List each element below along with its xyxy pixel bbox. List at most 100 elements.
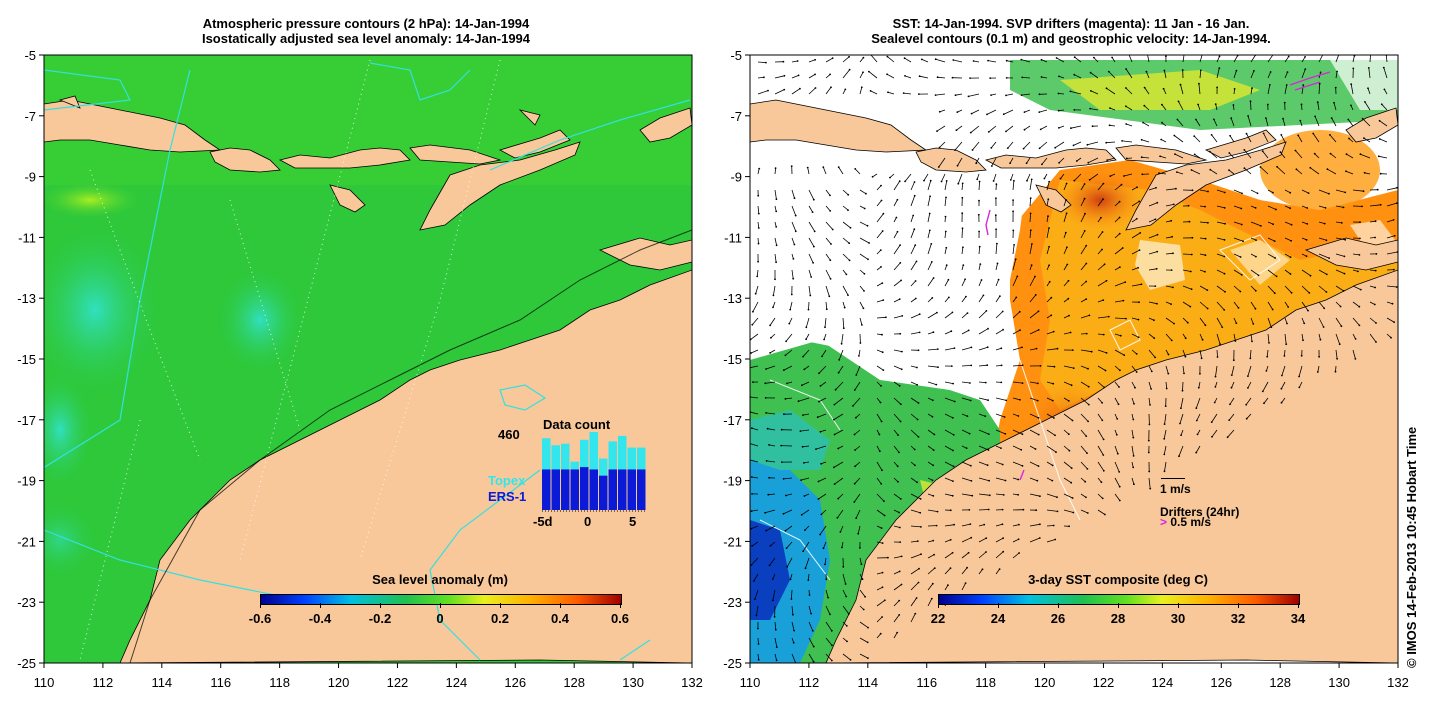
velocity-arrow xyxy=(1335,237,1346,241)
velocity-arrow xyxy=(944,461,954,467)
velocity-arrow xyxy=(842,573,846,585)
velocity-arrow-head xyxy=(1037,310,1040,313)
velocity-arrow-head xyxy=(1025,162,1028,165)
velocity-arrow xyxy=(751,317,759,325)
left-map-content xyxy=(44,55,692,663)
velocity-arrow xyxy=(1195,397,1201,409)
velocity-arrow xyxy=(876,200,882,207)
velocity-arrow xyxy=(791,60,798,63)
velocity-arrow xyxy=(975,157,980,164)
velocity-arrow-head xyxy=(899,403,902,406)
velocity-arrow-head xyxy=(1354,358,1357,360)
velocity-arrow-head xyxy=(1197,386,1200,389)
velocity-arrow-head xyxy=(1316,371,1319,373)
velocity-arrow xyxy=(887,91,895,95)
velocity-arrow-head xyxy=(1279,151,1282,154)
velocity-arrow-head xyxy=(1216,86,1218,89)
velocity-arrow xyxy=(968,93,980,97)
velocity-arrow-head xyxy=(988,494,991,497)
velocity-arrow-head xyxy=(817,480,820,483)
velocity-arrow-head xyxy=(899,332,902,335)
velocity-arrow-head xyxy=(754,598,756,601)
velocity-arrow xyxy=(1131,413,1134,420)
velocity-arrow xyxy=(770,333,776,339)
velocity-arrow-head xyxy=(879,401,882,404)
velocity-arrow xyxy=(1114,461,1120,473)
velocity-arrow-head xyxy=(1274,257,1276,259)
velocity-arrow xyxy=(927,598,933,607)
velocity-arrow xyxy=(1367,88,1371,95)
velocity-arrow-head xyxy=(844,88,847,91)
velocity-arrow-head xyxy=(918,93,920,95)
velocity-arrow-head xyxy=(932,539,935,542)
velocity-arrow-head xyxy=(986,364,989,367)
velocity-arrow-head xyxy=(920,58,923,61)
velocity-arrow-head xyxy=(1289,273,1292,275)
velocity-arrow xyxy=(910,280,916,287)
velocity-arrow-head xyxy=(952,433,955,436)
velocity-arrow-head xyxy=(1170,219,1173,222)
velocity-arrow-head xyxy=(1058,127,1060,129)
velocity-arrow xyxy=(1211,134,1218,143)
velocity-arrow-head xyxy=(1282,117,1284,120)
velocity-arrow-head xyxy=(1263,402,1265,405)
velocity-arrow xyxy=(961,228,963,239)
velocity-arrow xyxy=(808,87,816,95)
velocity-arrow xyxy=(1148,187,1157,191)
velocity-arrow xyxy=(961,523,971,527)
velocity-arrow-head xyxy=(899,244,901,247)
velocity-arrow xyxy=(1386,317,1395,323)
velocity-arrow xyxy=(961,493,973,497)
velocity-arrow-head xyxy=(848,242,851,245)
velocity-arrow xyxy=(1260,166,1269,175)
velocity-arrow xyxy=(1250,189,1258,194)
velocity-arrow-head xyxy=(1103,386,1106,389)
velocity-arrow xyxy=(801,509,810,516)
velocity-arrow-head xyxy=(849,226,852,229)
velocity-arrow xyxy=(1058,93,1065,95)
velocity-arrow-head xyxy=(919,511,922,514)
velocity-arrow xyxy=(1046,331,1054,335)
velocity-arrow xyxy=(772,573,776,580)
velocity-arrow-head xyxy=(1193,153,1196,156)
velocity-arrow xyxy=(1243,149,1252,159)
velocity-arrow xyxy=(876,365,884,371)
velocity-arrow-head xyxy=(807,579,810,581)
velocity-arrow-head xyxy=(1084,212,1086,215)
velocity-arrow xyxy=(859,237,870,244)
velocity-arrow-head xyxy=(1156,250,1159,253)
velocity-arrow-head xyxy=(784,529,787,532)
velocity-arrow xyxy=(1029,310,1039,319)
velocity-arrow-head xyxy=(1038,93,1041,96)
velocity-arrow-head xyxy=(1256,192,1259,195)
velocity-arrow-head xyxy=(1085,244,1088,247)
velocity-arrow-head xyxy=(1050,314,1053,317)
velocity-arrow-head xyxy=(1156,233,1159,236)
velocity-arrow-head xyxy=(1199,372,1201,375)
velocity-arrow-head xyxy=(786,565,789,568)
velocity-arrow xyxy=(893,262,901,271)
velocity-arrow-head xyxy=(1083,183,1086,185)
velocity-arrow xyxy=(995,295,1001,303)
velocity-arrow xyxy=(1229,397,1235,405)
velocity-arrow-head xyxy=(1073,56,1076,59)
velocity-arrow-head xyxy=(985,551,987,553)
velocity-arrow-head xyxy=(1275,208,1277,211)
velocity-arrow-head xyxy=(1251,87,1253,90)
velocity-arrow xyxy=(1352,55,1355,63)
velocity-arrow xyxy=(1364,172,1371,175)
velocity-arrow-head xyxy=(935,524,938,527)
velocity-arrow xyxy=(859,653,869,659)
velocity-arrow xyxy=(1012,381,1023,384)
velocity-arrow-head xyxy=(1004,479,1007,482)
velocity-arrow-head xyxy=(1285,343,1288,346)
velocity-arrow-head xyxy=(768,444,770,446)
velocity-arrow-head xyxy=(847,294,849,296)
velocity-arrow-head xyxy=(1239,256,1242,258)
velocity-arrow-head xyxy=(829,278,832,280)
velocity-arrow xyxy=(1335,349,1338,359)
velocity-arrow-head xyxy=(837,447,840,450)
velocity-arrow xyxy=(1080,298,1087,303)
velocity-arrow-head xyxy=(756,275,759,278)
velocity-arrow xyxy=(1262,150,1269,159)
